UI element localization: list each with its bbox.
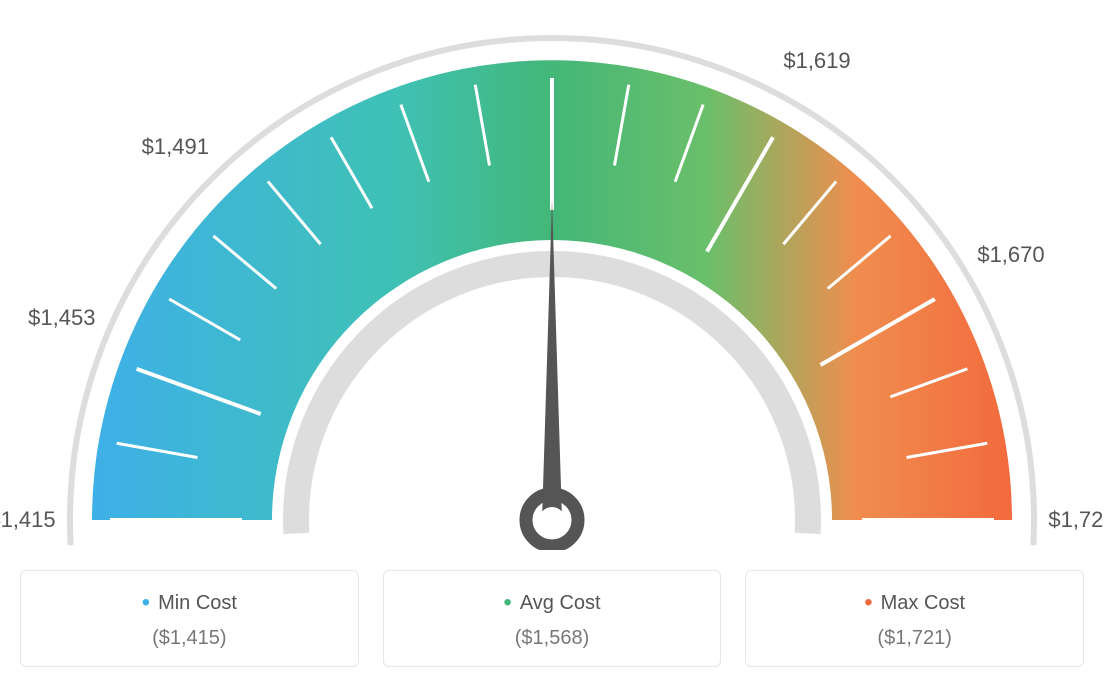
- legend-row: Min Cost ($1,415) Avg Cost ($1,568) Max …: [20, 570, 1084, 667]
- cost-gauge: $1,415$1,453$1,491$1,568$1,619$1,670$1,7…: [20, 20, 1084, 550]
- legend-max-value: ($1,721): [756, 627, 1073, 650]
- legend-card-max: Max Cost ($1,721): [745, 570, 1084, 667]
- legend-card-avg: Avg Cost ($1,568): [383, 570, 722, 667]
- gauge-tick-label: $1,568: [518, 0, 585, 3]
- legend-min-title: Min Cost: [31, 589, 348, 617]
- legend-avg-title: Avg Cost: [394, 589, 711, 617]
- gauge-tick-label: $1,453: [28, 305, 95, 331]
- legend-max-title: Max Cost: [756, 589, 1073, 617]
- gauge-tick-label: $1,670: [977, 242, 1044, 268]
- gauge-tick-label: $1,491: [142, 134, 209, 160]
- gauge-tick-label: $1,619: [783, 48, 850, 74]
- gauge-svg: [20, 20, 1084, 550]
- legend-card-min: Min Cost ($1,415): [20, 570, 359, 667]
- gauge-tick-label: $1,721: [1048, 507, 1104, 533]
- legend-avg-value: ($1,568): [394, 627, 711, 650]
- legend-min-value: ($1,415): [31, 627, 348, 650]
- gauge-tick-label: $1,415: [0, 507, 56, 533]
